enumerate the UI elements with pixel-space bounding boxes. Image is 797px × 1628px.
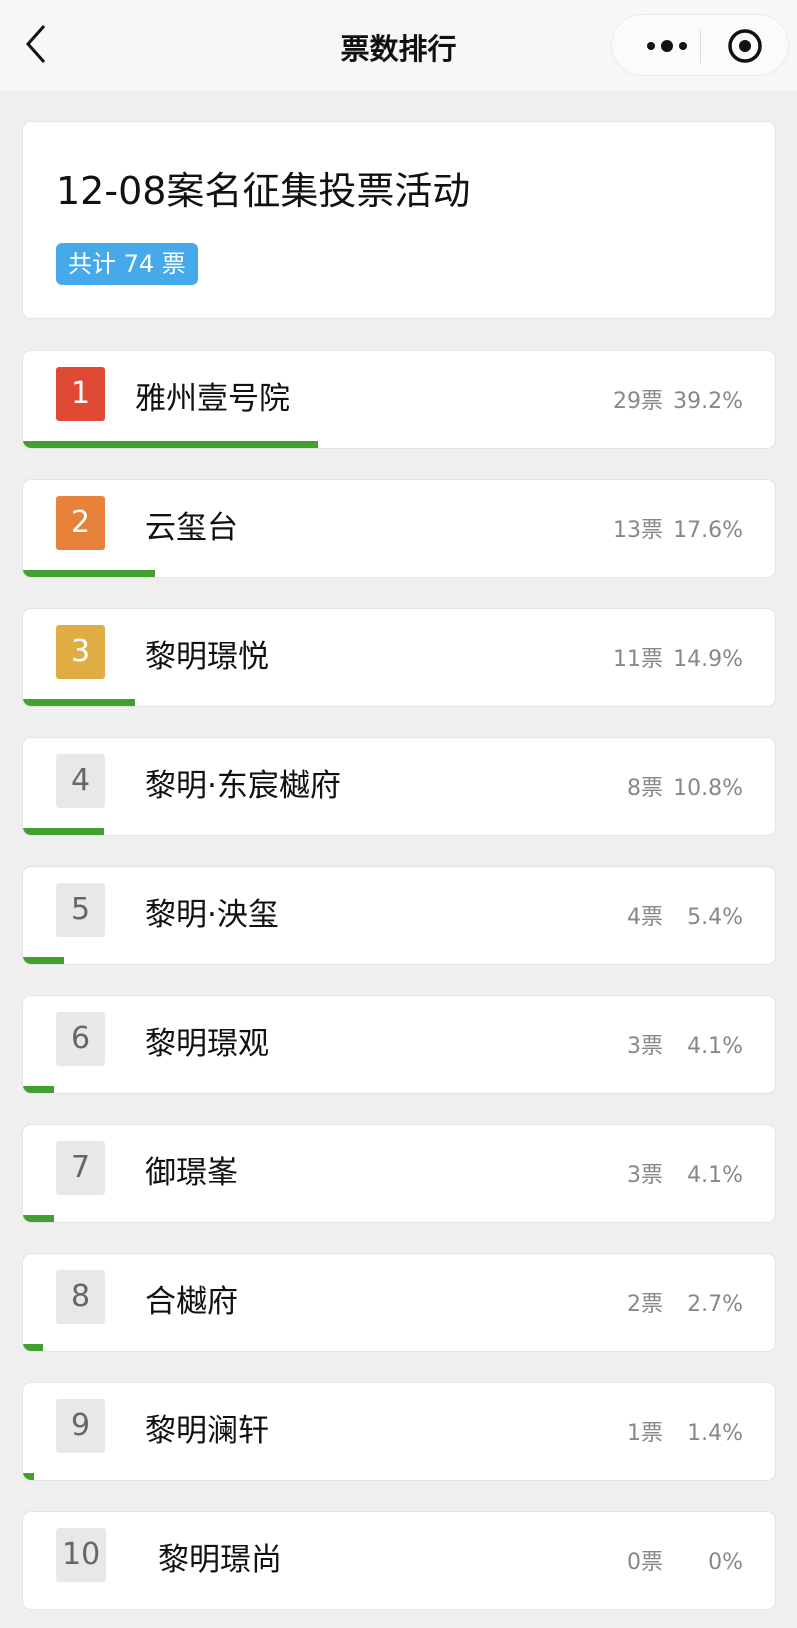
vote-count: 1票 — [627, 1421, 663, 1446]
rank-badge: 6 — [56, 1012, 105, 1066]
vote-count: 29票 — [613, 389, 663, 414]
vote-stats: 4票 5.4% — [627, 899, 743, 931]
rank-badge: 7 — [56, 1141, 105, 1195]
progress-bar — [23, 699, 136, 706]
vote-count: 11票 — [613, 647, 663, 672]
candidate-name: 御璟峯 — [145, 1155, 238, 1191]
progress-bar — [23, 570, 156, 577]
vote-stats: 11票 14.9% — [613, 641, 743, 673]
vote-percent: 39.2% — [673, 389, 743, 414]
vote-percent: 4.1% — [687, 1163, 743, 1188]
nav-bar: 票数排行 — [0, 0, 797, 91]
vote-percent: 2.7% — [687, 1292, 743, 1317]
vote-count: 3票 — [627, 1163, 663, 1188]
vote-stats: 2票 2.7% — [627, 1286, 743, 1318]
rank-badge: 3 — [56, 625, 105, 679]
progress-bar — [23, 1215, 54, 1222]
candidate-name: 黎明·东宸樾府 — [145, 768, 341, 804]
rank-badge: 8 — [56, 1270, 105, 1324]
chevron-left-icon[interactable] — [22, 22, 52, 66]
ranking-row[interactable]: 10 黎明璟尚 0票 0% — [23, 1512, 775, 1609]
candidate-name: 黎明澜轩 — [145, 1413, 269, 1449]
mini-program-capsule — [611, 14, 789, 76]
activity-title: 12-08案名征集投票活动 — [56, 169, 471, 213]
rank-badge: 5 — [56, 883, 105, 937]
vote-stats: 0票 0% — [627, 1544, 743, 1576]
vote-percent: 5.4% — [687, 905, 743, 930]
vote-count: 0票 — [627, 1550, 663, 1575]
activity-card: 12-08案名征集投票活动 共计 74 票 — [23, 122, 775, 318]
vote-stats: 3票 4.1% — [627, 1157, 743, 1189]
capsule-divider — [700, 29, 701, 63]
rank-badge: 4 — [56, 754, 105, 808]
vote-percent: 0% — [708, 1550, 743, 1575]
rank-badge: 2 — [56, 496, 105, 550]
progress-bar — [23, 1344, 44, 1351]
ranking-row[interactable]: 3 黎明璟悦 11票 14.9% — [23, 609, 775, 706]
ranking-row[interactable]: 4 黎明·东宸樾府 8票 10.8% — [23, 738, 775, 835]
candidate-name: 黎明璟悦 — [145, 639, 269, 675]
progress-bar — [23, 828, 105, 835]
progress-bar — [23, 1086, 54, 1093]
ranking-row[interactable]: 9 黎明澜轩 1票 1.4% — [23, 1383, 775, 1480]
more-dots-icon[interactable] — [642, 33, 692, 59]
vote-stats: 29票 39.2% — [613, 383, 743, 415]
vote-stats: 8票 10.8% — [627, 770, 743, 802]
vote-percent: 4.1% — [687, 1034, 743, 1059]
candidate-name: 黎明璟观 — [145, 1026, 269, 1062]
vote-count: 2票 — [627, 1292, 663, 1317]
vote-stats: 3票 4.1% — [627, 1028, 743, 1060]
vote-count: 3票 — [627, 1034, 663, 1059]
candidate-name: 合樾府 — [145, 1284, 238, 1320]
ranking-row[interactable]: 7 御璟峯 3票 4.1% — [23, 1125, 775, 1222]
vote-stats: 1票 1.4% — [627, 1415, 743, 1447]
progress-bar — [23, 441, 318, 448]
vote-count: 8票 — [627, 776, 663, 801]
ranking-row[interactable]: 8 合樾府 2票 2.7% — [23, 1254, 775, 1351]
rank-badge: 9 — [56, 1399, 105, 1453]
ranking-row[interactable]: 2 云玺台 13票 17.6% — [23, 480, 775, 577]
ranking-row[interactable]: 5 黎明·泱玺 4票 5.4% — [23, 867, 775, 964]
vote-percent: 10.8% — [673, 776, 743, 801]
total-votes-badge: 共计 74 票 — [56, 243, 198, 285]
candidate-name: 黎明·泱玺 — [145, 897, 279, 933]
vote-count: 4票 — [627, 905, 663, 930]
rank-badge: 1 — [56, 367, 105, 421]
vote-stats: 13票 17.6% — [613, 512, 743, 544]
vote-percent: 14.9% — [673, 647, 743, 672]
candidate-name: 云玺台 — [145, 510, 238, 546]
candidate-name: 黎明璟尚 — [158, 1542, 282, 1578]
rank-badge: 10 — [56, 1528, 107, 1582]
page-title: 票数排行 — [340, 32, 457, 66]
ranking-row[interactable]: 1 雅州壹号院 29票 39.2% — [23, 351, 775, 448]
progress-bar — [23, 957, 64, 964]
vote-percent: 1.4% — [687, 1421, 743, 1446]
progress-bar — [23, 1473, 34, 1480]
vote-count: 13票 — [613, 518, 663, 543]
ranking-row[interactable]: 6 黎明璟观 3票 4.1% — [23, 996, 775, 1093]
target-circle-icon[interactable] — [727, 28, 763, 64]
vote-percent: 17.6% — [673, 518, 743, 543]
candidate-name: 雅州壹号院 — [135, 381, 290, 417]
